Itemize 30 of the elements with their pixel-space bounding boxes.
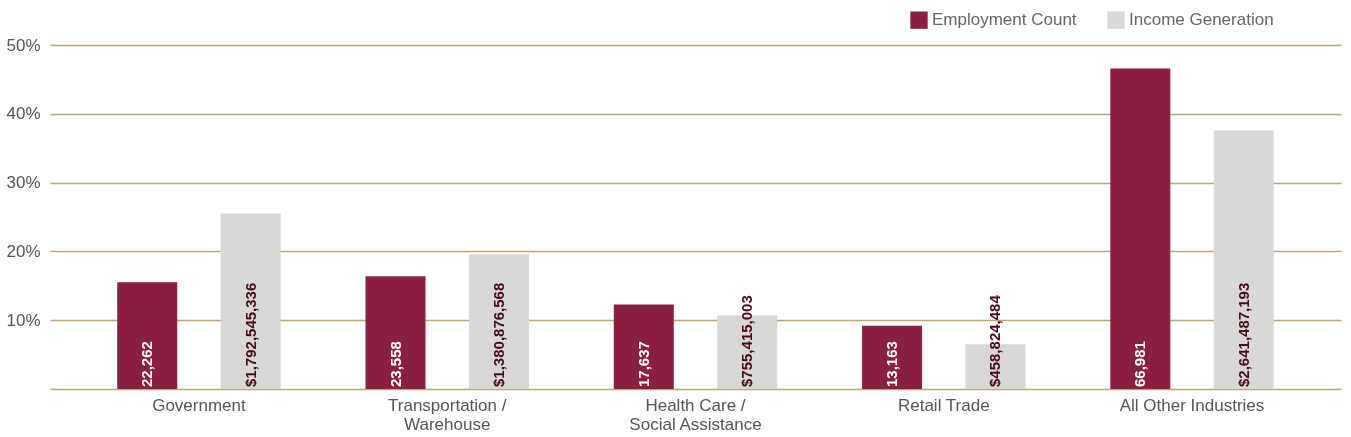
annotation: $2,641,487,193 [1234,282,1252,387]
legend-label: Employment Count [932,10,1077,30]
x-tick-label: Government [152,395,247,415]
annotation: 13,163 [883,341,901,387]
annotation: $1,380,876,568 [489,282,507,387]
y-tick-label: 40% [6,104,41,124]
annotation: $755,415,003 [738,295,756,387]
annotation: $1,792,545,336 [241,282,259,387]
bar [220,213,281,389]
x-tick-label: Retail Trade [897,395,990,415]
annotation: 23,558 [386,341,404,387]
y-tick-label: 30% [6,173,41,193]
x-tick-label: All Other Industries [1119,395,1265,415]
annotation: 66,981 [1131,341,1149,387]
bar [1213,130,1274,389]
x-tick-label: Health Care / Social Assistance [629,395,762,434]
annotation: 17,637 [634,341,652,387]
bar [365,276,426,389]
annotation: 22,262 [138,341,156,387]
bar [862,325,923,389]
bar [1110,68,1171,389]
y-tick-label: 50% [6,35,41,55]
y-tick-label: 10% [6,310,41,330]
bar [468,254,529,389]
bar [117,282,178,389]
x-tick-label: Transportation / Warehouse [388,395,507,434]
y-tick-label: 20% [6,241,41,261]
bar [613,304,674,389]
legend-label: Income Generation [1129,10,1274,30]
annotation: $458,824,484 [986,294,1004,387]
